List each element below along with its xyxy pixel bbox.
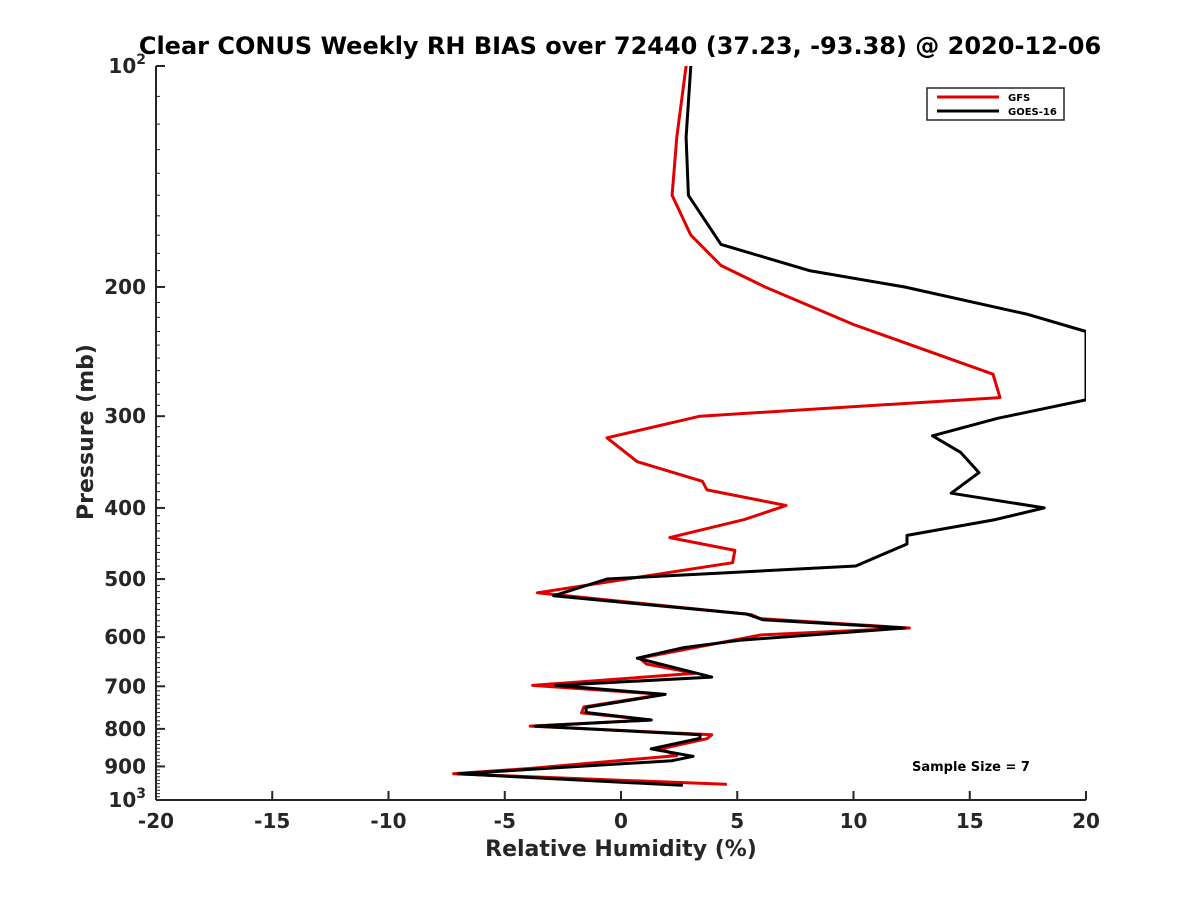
legend: GFS GOES-16 (926, 87, 1065, 121)
x-tick-label: 20 (1072, 809, 1100, 833)
y-tick-label: 400 (104, 496, 146, 520)
y-axis-label: Pressure (mb) (74, 344, 99, 520)
y-tick-label: 102 (108, 52, 146, 78)
legend-label: GFS (1008, 93, 1030, 104)
series-line-goes-16 (456, 66, 1086, 787)
sample-size-annotation: Sample Size = 7 (912, 760, 1030, 775)
y-tick-label: 300 (104, 404, 146, 428)
x-tick-label: 10 (840, 809, 868, 833)
x-tick-label: 5 (730, 809, 744, 833)
chart-title: Clear CONUS Weekly RH BIAS over 72440 (3… (139, 32, 1101, 60)
x-tick-label: -10 (370, 809, 406, 833)
x-tick-label: 0 (614, 809, 628, 833)
x-tick-label: -5 (494, 809, 516, 833)
legend-box (926, 87, 1065, 121)
axes: -20 -15 -10 -5 0 5 10 15 20 102 200 300 400 500 600 700… (104, 52, 1100, 833)
x-axis-label: Relative Humidity (%) (485, 837, 757, 862)
legend-label: GOES-16 (1008, 107, 1057, 118)
y-tick-label: 200 (104, 275, 146, 299)
y-tick-label: 800 (104, 717, 146, 741)
x-tick-label: -20 (138, 809, 174, 833)
x-tick-label: -15 (254, 809, 290, 833)
y-tick-label: 500 (104, 567, 146, 591)
y-tick-label: 900 (104, 754, 146, 778)
y-tick-label: 600 (104, 625, 146, 649)
x-tick-label: 15 (956, 809, 984, 833)
plot-area (452, 66, 1086, 787)
y-tick-label: 700 (104, 674, 146, 698)
y-tick-label: 103 (108, 786, 146, 812)
